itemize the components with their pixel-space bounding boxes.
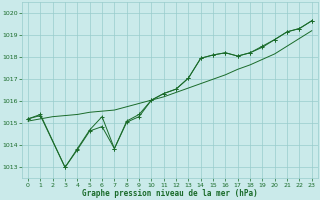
X-axis label: Graphe pression niveau de la mer (hPa): Graphe pression niveau de la mer (hPa) xyxy=(82,189,258,198)
